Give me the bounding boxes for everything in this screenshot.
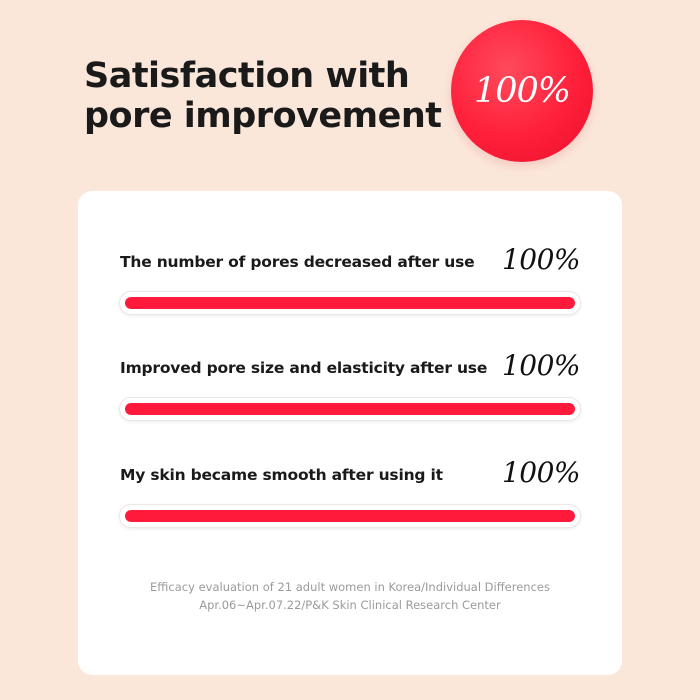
study-footnote: Efficacy evaluation of 21 adult women in… (78, 578, 622, 614)
bar-fill (125, 297, 575, 309)
bar-label: My skin became smooth after using it (120, 466, 443, 484)
percentage-badge: 100% (451, 20, 593, 162)
percentage-badge-text: 100% (473, 71, 571, 111)
footnote-line-2: Apr.06~Apr.07.22/P&K Skin Clinical Resea… (199, 598, 501, 612)
bar-track (120, 292, 580, 314)
bar-fill (125, 510, 575, 522)
bar-label: Improved pore size and elasticity after … (120, 359, 488, 377)
bar-label: The number of pores decreased after use (120, 253, 475, 271)
bar-fill (125, 403, 575, 415)
bar-track (120, 398, 580, 420)
results-card: The number of pores decreased after use … (78, 191, 622, 675)
footnote-line-1: Efficacy evaluation of 21 adult women in… (150, 580, 550, 594)
bar-value-label: 100% (501, 243, 581, 276)
bar-track (120, 505, 580, 527)
page-title-line-1: Satisfaction with (84, 56, 410, 96)
bar-value-label: 100% (501, 349, 581, 382)
page-title-line-2: pore improvement (84, 96, 442, 136)
page-title: Satisfaction with pore improvement (84, 56, 444, 136)
bar-value-label: 100% (501, 456, 581, 489)
